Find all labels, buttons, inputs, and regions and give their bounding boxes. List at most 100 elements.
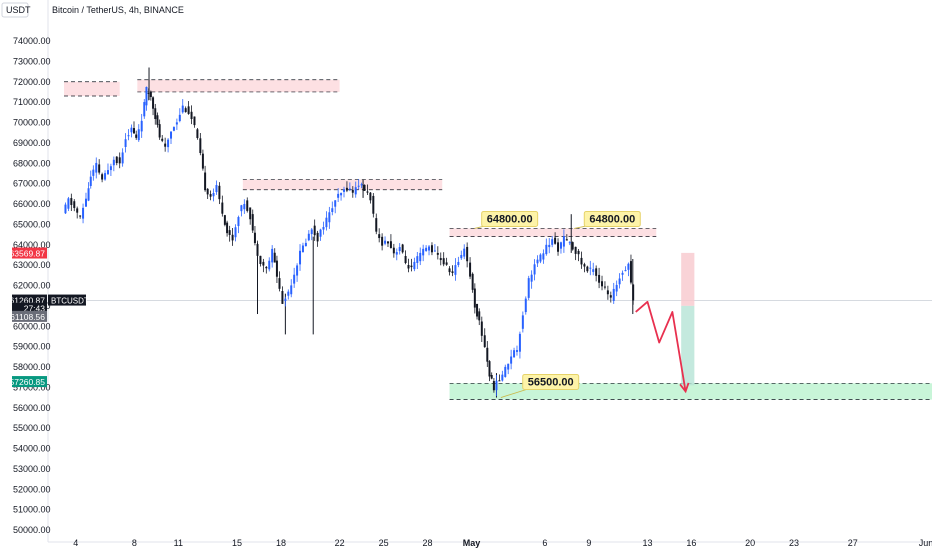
time-tick-label: 6: [542, 538, 547, 548]
bear-candle: [152, 97, 155, 109]
bear-candle: [430, 245, 433, 253]
bull-candle: [130, 127, 133, 133]
bull-candle: [513, 350, 516, 358]
bear-candle: [407, 264, 410, 269]
bull-candle: [243, 203, 246, 210]
bull-candle: [357, 185, 360, 187]
bear-candle: [601, 281, 604, 287]
bull-candle: [325, 217, 328, 228]
bear-candle: [262, 261, 265, 266]
bull-candle: [627, 263, 630, 270]
price-callout-label: 56500.00: [528, 376, 574, 388]
bull-candle: [337, 193, 340, 198]
bear-candle: [79, 215, 82, 217]
price-callout-label: 64800.00: [589, 213, 635, 225]
bull-candle: [95, 162, 98, 173]
bear-candle: [445, 262, 448, 265]
price-tick-label: 67000.00: [13, 179, 51, 189]
bear-candle: [345, 187, 348, 191]
bull-candle: [589, 267, 592, 269]
symbol-box[interactable]: [1, 2, 29, 18]
bull-candle: [328, 212, 331, 223]
bear-candle: [193, 116, 196, 126]
bull-candle: [618, 278, 621, 285]
bull-candle: [527, 278, 530, 298]
bull-candle: [425, 247, 428, 251]
price-badge-label: 27:43: [24, 304, 46, 314]
bull-candle: [551, 239, 554, 245]
price-badge: [12, 247, 47, 259]
bear-candle: [595, 268, 598, 276]
bull-candle: [299, 250, 302, 265]
bear-candle: [135, 134, 138, 138]
price-tick-label: 57000.00: [13, 382, 51, 392]
bear-candle: [603, 286, 606, 288]
bull-candle: [271, 248, 274, 263]
time-tick-label: 23: [789, 538, 799, 548]
bear-candle: [204, 172, 207, 191]
bear-candle: [375, 218, 378, 232]
bear-candle: [466, 246, 469, 262]
price-tick-label: 55000.00: [13, 423, 51, 433]
bear-candle: [609, 295, 612, 298]
bear-candle: [369, 192, 372, 201]
bull-candle: [106, 170, 109, 175]
bear-candle: [313, 225, 316, 236]
bear-candle: [490, 375, 493, 379]
bear-candle: [498, 380, 501, 382]
bull-candle: [140, 120, 143, 132]
symbol-badge-label: BTCUSDT: [51, 297, 89, 306]
resistance-zone: [242, 179, 443, 190]
bear-candle: [583, 264, 586, 267]
bull-candle: [237, 217, 240, 227]
bear-candle: [149, 91, 152, 98]
bear-candle: [439, 258, 442, 261]
bull-candle: [82, 207, 85, 219]
bear-candle: [386, 241, 389, 244]
bear-candle: [469, 262, 472, 277]
bear-candle: [206, 188, 209, 195]
time-tick-label: May: [463, 538, 481, 548]
bull-candle: [612, 288, 615, 301]
bull-candle: [524, 298, 527, 313]
bull-candle: [395, 252, 398, 255]
bear-candle: [253, 232, 256, 244]
time-tick-label: 15: [232, 538, 242, 548]
time-tick-label: 25: [379, 538, 389, 548]
chart-header: USDT Bitcoin / TetherUS, 4h, BINANCE: [1, 2, 184, 18]
bull-candle: [240, 205, 243, 212]
bull-candle: [413, 261, 416, 270]
time-axis[interactable]: 4 8 11 15 18 22 25 28 May 6 9 13 16 20 23 27 Jun: [73, 538, 932, 548]
bull-candle: [104, 173, 107, 180]
price-badge-label: 63569.87: [10, 249, 46, 259]
bear-candle: [275, 260, 278, 277]
bear-candle: [76, 208, 79, 213]
price-axis[interactable]: 50000.00 51000.00 52000.00 53000.00 54000.00…: [10, 36, 89, 535]
bull-candle: [87, 188, 90, 201]
price-tick-label: 72000.00: [13, 77, 51, 87]
bear-candle: [228, 230, 231, 235]
bull-candle: [504, 366, 507, 377]
bear-candle: [586, 266, 589, 272]
price-callout[interactable]: [522, 373, 580, 390]
bear-candle: [565, 239, 568, 241]
bear-candle: [571, 242, 574, 250]
bull-candle: [178, 114, 181, 122]
price-tick-label: 56000.00: [13, 403, 51, 413]
bull-candle: [127, 135, 130, 137]
bull-candle: [64, 204, 67, 214]
bear-candle: [577, 250, 580, 255]
bear-candle: [158, 124, 161, 138]
bear-candle: [278, 278, 281, 289]
bear-candle: [259, 255, 262, 265]
price-callout[interactable]: [583, 210, 641, 227]
bull-candle: [124, 139, 127, 147]
bear-candle: [492, 381, 495, 391]
price-tick-label: 62000.00: [13, 281, 51, 291]
price-callout[interactable]: [481, 210, 539, 227]
bull-candle: [548, 244, 551, 248]
bear-candle: [256, 244, 259, 256]
projection-arrow: [635, 300, 690, 394]
bull-candle: [322, 227, 325, 230]
